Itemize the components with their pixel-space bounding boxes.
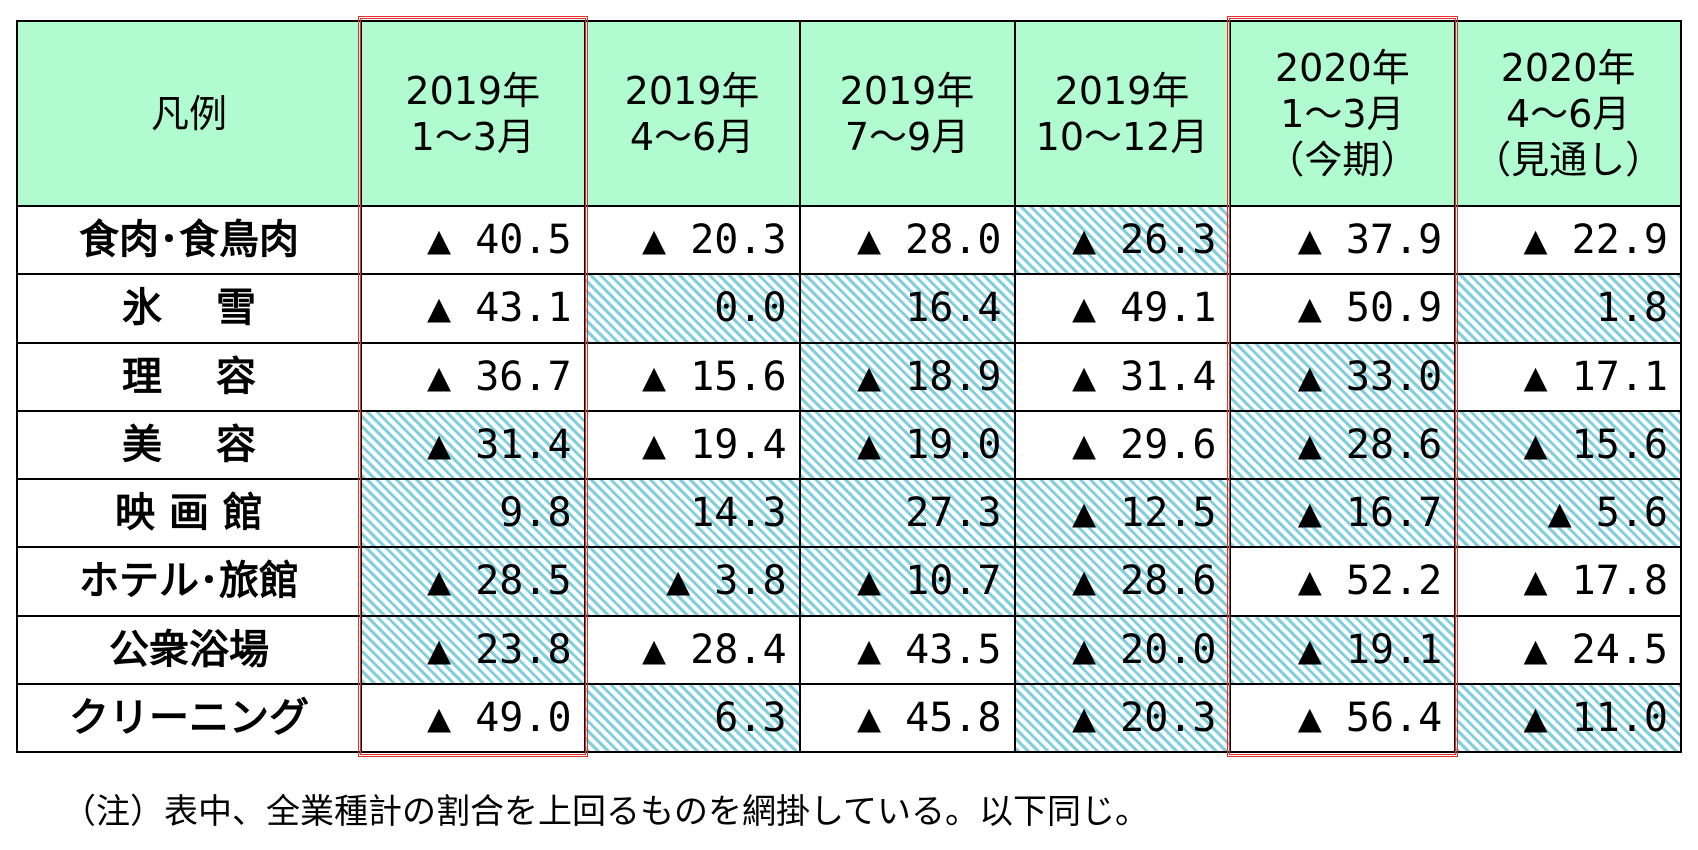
column-header-line: 2020年 [1275, 45, 1410, 90]
table-cell: ▲ 17.1 [1454, 341, 1682, 412]
row-label: 公衆浴場 [16, 614, 362, 685]
table-cell: ▲ 11.0 [1454, 682, 1682, 754]
table-row: ホテル･旅館 ▲ 28.5 ▲ 3.8 ▲ 10.7 ▲ 28.6 ▲ 52.2 ▲ 17.… [16, 546, 1682, 617]
header-label: 凡例 [16, 20, 362, 207]
header-row: 凡例 2019年 1～3月 2019年 4～6月 2019年 7～9月 2019年 10～12… [16, 20, 1682, 207]
table-cell: 0.0 [583, 273, 801, 344]
column-header-0: 2019年 1～3月 [359, 20, 586, 207]
table-cell: 9.8 [359, 477, 586, 549]
table-cell: ▲ 24.5 [1454, 614, 1682, 685]
table-cell: ▲ 19.1 [1228, 614, 1457, 685]
column-header-line: 10～12月 [1035, 114, 1209, 159]
table-cell: 1.8 [1454, 273, 1682, 344]
column-header-line: 4～6月 [1505, 91, 1631, 136]
table-cell: 27.3 [798, 477, 1016, 549]
column-header-line: （今期） [1266, 137, 1419, 182]
table-cell: ▲ 20.0 [1013, 614, 1231, 685]
column-header-line: 2019年 [405, 68, 541, 113]
table-cell: ▲ 52.2 [1228, 546, 1457, 617]
table-row: クリーニング ▲ 49.0 6.3 ▲ 45.8 ▲ 20.3 ▲ 56.4 ▲ 11.0 [16, 682, 1682, 754]
column-header-line: 2020年 [1500, 45, 1636, 90]
table-cell: ▲ 28.6 [1228, 409, 1457, 481]
table-cell: ▲ 49.1 [1013, 273, 1231, 344]
table-cell: ▲ 20.3 [1013, 682, 1231, 754]
column-header-line: 4～6月 [629, 114, 755, 159]
table-cell: ▲ 43.1 [359, 273, 586, 344]
table-cell: 6.3 [583, 682, 801, 754]
footnote: （注）表中、全業種計の割合を上回るものを網掛している。以下同じ。 [62, 792, 1149, 832]
table-cell: ▲ 5.6 [1454, 477, 1682, 549]
row-label: 食肉･食鳥肉 [16, 204, 362, 276]
table-cell: ▲ 19.0 [798, 409, 1016, 481]
row-label: 理 容 [16, 341, 362, 412]
data-table: 凡例 2019年 1～3月 2019年 4～6月 2019年 7～9月 2019年 10～12… [16, 20, 1682, 754]
table-row: 公衆浴場 ▲ 23.8 ▲ 28.4 ▲ 43.5 ▲ 20.0 ▲ 19.1 ▲ 24.5 [16, 614, 1682, 685]
table-cell: ▲ 15.6 [583, 341, 801, 412]
table-cell: ▲ 31.4 [1013, 341, 1231, 412]
table-cell: ▲ 12.5 [1013, 477, 1231, 549]
table-cell: ▲ 49.0 [359, 682, 586, 754]
row-label: 映 画 館 [16, 477, 362, 549]
table-cell: ▲ 28.6 [1013, 546, 1231, 617]
table-cell: ▲ 45.8 [798, 682, 1016, 754]
row-label: 氷 雪 [16, 273, 362, 344]
table-cell: ▲ 50.9 [1228, 273, 1457, 344]
column-header-4: 2020年 1～3月 （今期） [1228, 20, 1457, 207]
column-header-line: 1～3月 [410, 114, 535, 159]
table-cell: ▲ 10.7 [798, 546, 1016, 617]
table-cell: ▲ 56.4 [1228, 682, 1457, 754]
table-cell: ▲ 3.8 [583, 546, 801, 617]
table-cell: ▲ 43.5 [798, 614, 1016, 685]
table-row: 食肉･食鳥肉 ▲ 40.5 ▲ 20.3 ▲ 28.0 ▲ 26.3 ▲ 37.9 ▲ 22… [16, 204, 1682, 276]
table-cell: ▲ 28.0 [798, 204, 1016, 276]
table-row: 氷 雪 ▲ 43.1 0.0 16.4 ▲ 49.1 ▲ 50.9 1.8 [16, 273, 1682, 344]
table-body: 食肉･食鳥肉 ▲ 40.5 ▲ 20.3 ▲ 28.0 ▲ 26.3 ▲ 37.9 ▲ 22… [16, 204, 1682, 754]
column-header-line: 2019年 [624, 68, 760, 113]
table-cell: ▲ 18.9 [798, 341, 1016, 412]
table-cell: ▲ 31.4 [359, 409, 586, 481]
table-cell: ▲ 16.7 [1228, 477, 1457, 549]
table-cell: ▲ 29.6 [1013, 409, 1231, 481]
table-cell: ▲ 33.0 [1228, 341, 1457, 412]
table-cell: ▲ 23.8 [359, 614, 586, 685]
row-label: 美 容 [16, 409, 362, 481]
column-header-2: 2019年 7～9月 [798, 20, 1016, 207]
column-header-line: （見通し） [1473, 137, 1664, 182]
table-wrapper: 凡例 2019年 1～3月 2019年 4～6月 2019年 7～9月 2019年 10～12… [16, 16, 1682, 757]
table-cell: ▲ 15.6 [1454, 409, 1682, 481]
column-header-line: 1～3月 [1280, 91, 1405, 136]
table-row: 美 容 ▲ 31.4 ▲ 19.4 ▲ 19.0 ▲ 29.6 ▲ 28.6 ▲ 15.6 [16, 409, 1682, 481]
table-row: 映 画 館 9.8 14.3 27.3 ▲ 12.5 ▲ 16.7 ▲ 5.6 [16, 477, 1682, 549]
column-header-1: 2019年 4～6月 [583, 20, 801, 207]
column-header-line: 2019年 [1054, 68, 1190, 113]
row-label: クリーニング [16, 682, 362, 754]
table-row: 理 容 ▲ 36.7 ▲ 15.6 ▲ 18.9 ▲ 31.4 ▲ 33.0 ▲ 17.1 [16, 341, 1682, 412]
table-cell: ▲ 28.5 [359, 546, 586, 617]
table-cell: 16.4 [798, 273, 1016, 344]
table-cell: ▲ 20.3 [583, 204, 801, 276]
column-header-3: 2019年 10～12月 [1013, 20, 1231, 207]
table-cell: ▲ 17.8 [1454, 546, 1682, 617]
row-label: ホテル･旅館 [16, 546, 362, 617]
table-cell: ▲ 40.5 [359, 204, 586, 276]
table-cell: ▲ 22.9 [1454, 204, 1682, 276]
table-cell: 14.3 [583, 477, 801, 549]
column-header-line: 2019年 [839, 68, 975, 113]
column-header-line: 7～9月 [844, 114, 970, 159]
table-cell: ▲ 26.3 [1013, 204, 1231, 276]
table-cell: ▲ 37.9 [1228, 204, 1457, 276]
table-cell: ▲ 19.4 [583, 409, 801, 481]
column-header-5: 2020年 4～6月 （見通し） [1454, 20, 1682, 207]
table-cell: ▲ 36.7 [359, 341, 586, 412]
table-cell: ▲ 28.4 [583, 614, 801, 685]
